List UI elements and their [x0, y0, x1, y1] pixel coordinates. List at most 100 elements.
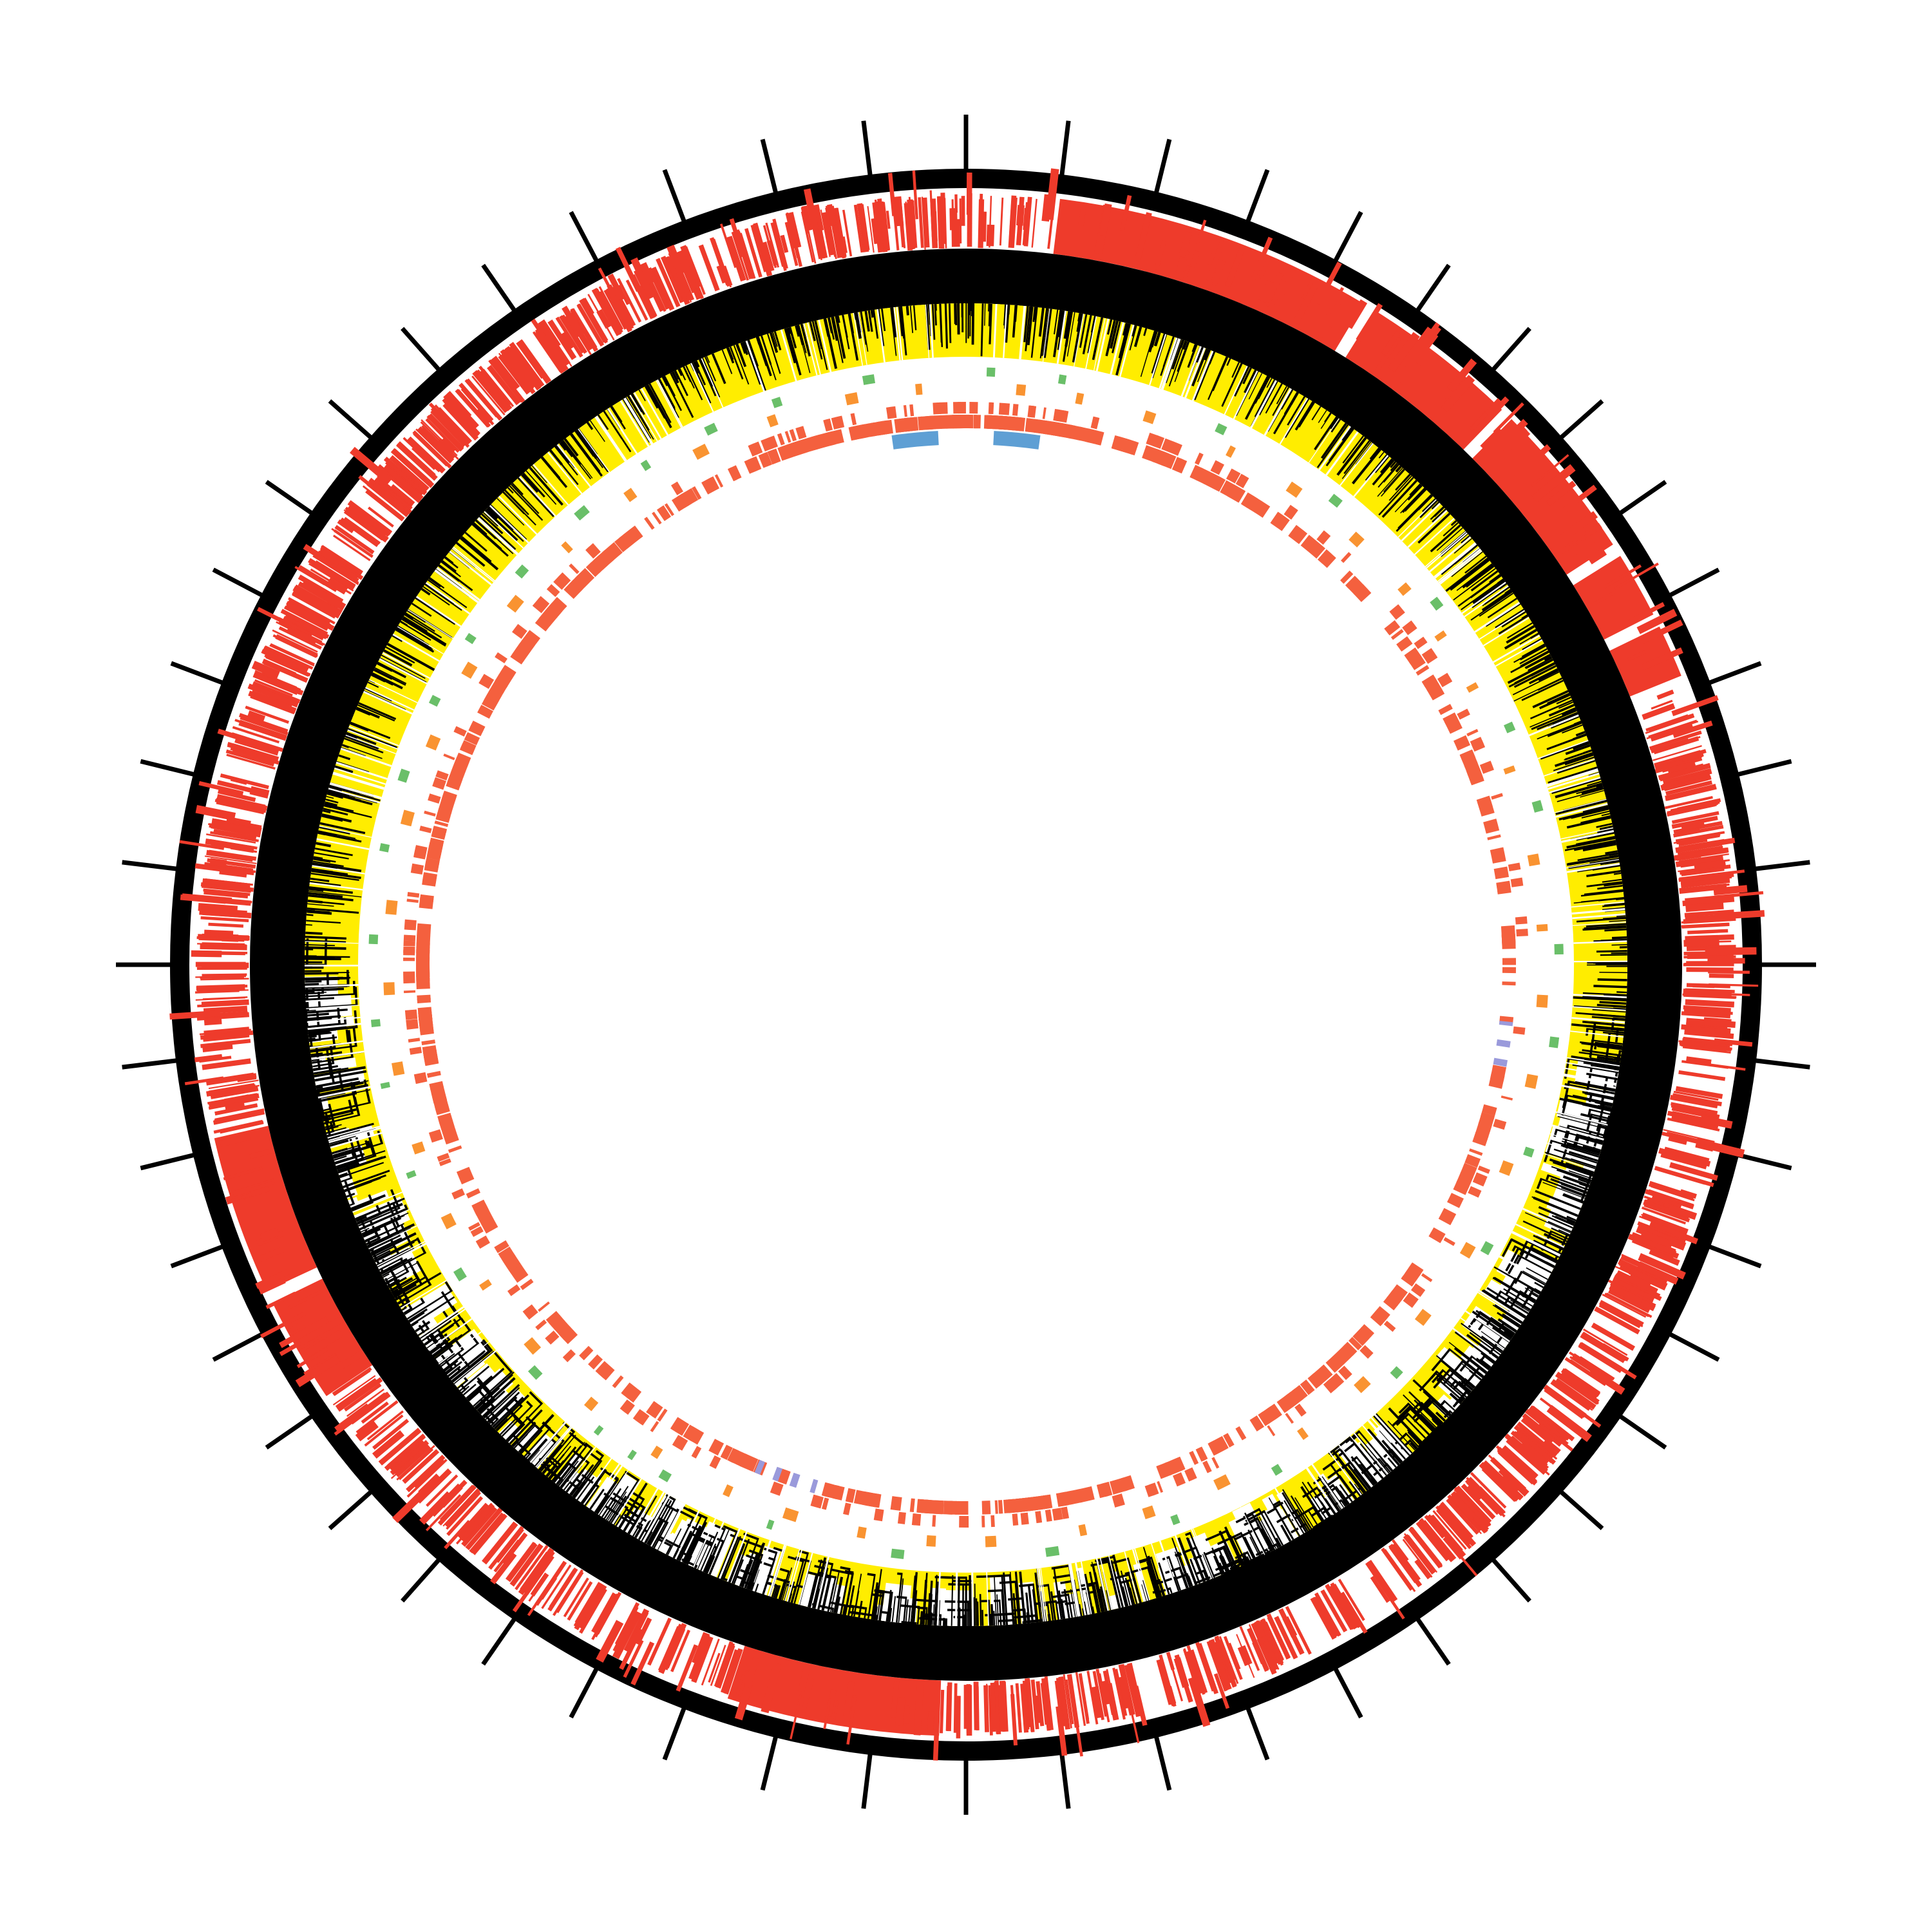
- radial-mark: [1141, 1584, 1148, 1602]
- radial-mark: [1367, 1420, 1404, 1462]
- feature-mark: [1404, 647, 1422, 665]
- radial-mark: [719, 223, 737, 269]
- feature-mark: [439, 1158, 451, 1166]
- radial-mark: [140, 759, 197, 777]
- radial-mark: [1565, 1162, 1595, 1174]
- radial-mark: [403, 1307, 413, 1314]
- radial-mark: [1461, 535, 1471, 545]
- radial-mark: [1481, 1289, 1526, 1320]
- radial-mark: [649, 1533, 657, 1546]
- radial-mark: [1321, 1476, 1345, 1509]
- radial-mark: [1522, 638, 1542, 651]
- radial-mark: [312, 1065, 338, 1072]
- radial-mark: [169, 1010, 220, 1020]
- radial-mark: [821, 212, 835, 256]
- radial-mark: [1531, 464, 1576, 502]
- radial-mark: [408, 609, 453, 639]
- radial-mark: [1437, 1506, 1472, 1545]
- radial-mark: [1709, 983, 1759, 987]
- radial-mark: [312, 862, 338, 869]
- radial-mark: [556, 1454, 582, 1486]
- radial-mark: [520, 1442, 531, 1455]
- gc-step-edge: [442, 1311, 451, 1322]
- feature-mark: [1226, 445, 1236, 458]
- radial-mark: [1651, 738, 1689, 753]
- radial-mark: [644, 386, 659, 409]
- feature-mark: [1502, 958, 1516, 965]
- radial-mark: [679, 1515, 703, 1562]
- radial-mark: [306, 1005, 360, 1009]
- radial-mark: [579, 298, 609, 343]
- feature-mark: [1146, 432, 1159, 447]
- radial-mark: [1544, 656, 1552, 661]
- radial-mark: [838, 236, 848, 254]
- radial-mark: [318, 1092, 355, 1103]
- radial-mark: [514, 1434, 528, 1449]
- radial-mark: [245, 705, 290, 724]
- feature-mark: [921, 1499, 929, 1513]
- radial-mark: [312, 554, 359, 585]
- radial-mark: [346, 732, 377, 745]
- radial-mark: [467, 1394, 474, 1401]
- radial-mark: [1147, 1555, 1162, 1597]
- radial-mark: [359, 1208, 406, 1231]
- radial-mark: [762, 1551, 778, 1595]
- radial-mark: [230, 777, 248, 785]
- radial-mark: [288, 600, 330, 624]
- radial-mark: [345, 734, 396, 755]
- gc-step-edge: [354, 1097, 361, 1115]
- radial-mark: [417, 1327, 430, 1336]
- radial-mark: [933, 1712, 940, 1761]
- radial-mark: [633, 392, 662, 439]
- radial-mark: [1551, 1227, 1569, 1237]
- radial-mark: [260, 1227, 279, 1242]
- radial-mark: [1668, 1135, 1688, 1145]
- radial-mark: [1681, 1024, 1731, 1034]
- radial-mark: [1495, 1445, 1537, 1483]
- radial-mark: [1641, 620, 1683, 644]
- radial-mark: [307, 1023, 347, 1028]
- radial-mark: [497, 1529, 524, 1563]
- radial-mark: [307, 1015, 341, 1020]
- radial-mark: [1401, 327, 1434, 368]
- radial-mark: [206, 833, 256, 844]
- feature-mark: [1493, 866, 1510, 880]
- feature-mark: [524, 1337, 542, 1355]
- radial-mark: [309, 1040, 363, 1049]
- radial-mark: [1512, 671, 1560, 696]
- feature-mark: [1078, 1524, 1088, 1537]
- radial-mark: [1406, 1429, 1422, 1445]
- radial-mark: [1468, 1370, 1481, 1381]
- cds-block: [1609, 626, 1681, 697]
- radial-mark: [904, 203, 913, 251]
- gc-step-edge: [1426, 1399, 1435, 1408]
- gc-gap: [457, 1363, 496, 1399]
- radial-mark: [745, 340, 765, 392]
- radial-mark: [931, 304, 936, 340]
- radial-mark: [1633, 1233, 1676, 1255]
- radial-mark: [454, 1350, 497, 1385]
- radial-mark: [1671, 1105, 1718, 1117]
- gc-step-edge: [1514, 1271, 1523, 1284]
- radial-mark: [500, 348, 529, 384]
- radial-mark: [468, 1389, 482, 1402]
- feature-mark: [1171, 457, 1188, 474]
- radial-mark: [1178, 1566, 1188, 1589]
- cds-block: [1345, 310, 1502, 450]
- radial-mark: [789, 327, 797, 348]
- radial-mark: [1058, 1590, 1065, 1620]
- feature-mark: [1284, 1388, 1304, 1408]
- radial-mark: [440, 1348, 464, 1367]
- radial-mark: [1268, 1497, 1294, 1540]
- radial-mark: [1569, 1172, 1592, 1182]
- radial-mark: [1649, 1226, 1674, 1237]
- radial-mark: [929, 304, 934, 358]
- feature-mark: [460, 746, 474, 755]
- radial-mark: [1678, 1070, 1726, 1081]
- radial-mark: [1265, 272, 1283, 303]
- radial-mark: [1370, 1576, 1390, 1604]
- feature-mark: [1460, 1162, 1477, 1179]
- radial-mark: [200, 882, 254, 892]
- radial-mark: [606, 287, 630, 330]
- feature-mark: [594, 549, 614, 570]
